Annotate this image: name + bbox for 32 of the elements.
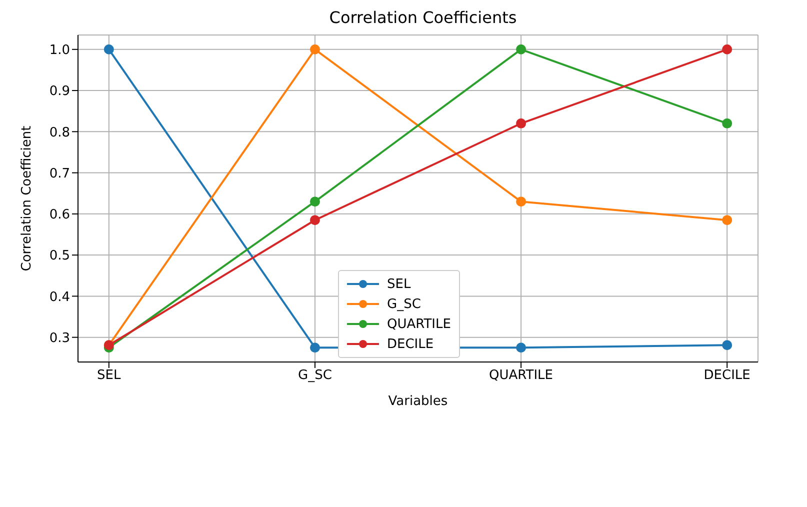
- point: [104, 44, 114, 54]
- legend-label: DECILE: [387, 336, 434, 352]
- y-tick-label: 0.5: [49, 248, 70, 264]
- point: [516, 342, 526, 353]
- y-tick-label: 0.7: [49, 166, 70, 182]
- y-axis-title: Correlation Coefficient: [20, 126, 35, 272]
- point: [722, 118, 732, 128]
- point: [516, 196, 526, 207]
- point: [516, 118, 526, 128]
- x-axis-title: Variables: [388, 394, 448, 409]
- y-tick-label: 0.4: [49, 290, 70, 305]
- legend-label: SEL: [387, 276, 411, 292]
- chart-title: Correlation Coefficients: [328, 8, 518, 29]
- x-tick-label: DECILE: [704, 368, 750, 384]
- y-tick-label: 0.3: [49, 330, 70, 346]
- x-tick-label: QUARTILE: [489, 368, 554, 384]
- x-tick-label: SEL: [97, 368, 122, 384]
- point: [310, 196, 320, 207]
- legend-label: G_SC: [387, 296, 421, 312]
- point: [310, 215, 320, 226]
- legend-label: QUARTILE: [387, 316, 451, 332]
- point: [722, 44, 732, 54]
- point: [310, 342, 320, 353]
- point: [516, 44, 526, 54]
- point: [722, 340, 732, 350]
- y-tick-label: 0.6: [49, 208, 70, 223]
- y-tick-label: 0.9: [49, 84, 70, 100]
- y-tick-label: 1.0: [49, 43, 70, 58]
- y-tick-label: 0.8: [49, 125, 70, 140]
- point: [310, 44, 320, 54]
- point: [722, 215, 732, 226]
- x-tick-label: G_SC: [298, 368, 332, 384]
